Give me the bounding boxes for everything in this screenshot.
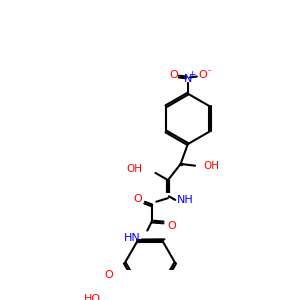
Text: +: + [189,70,196,79]
Text: O: O [167,221,176,231]
Text: N: N [184,74,192,84]
Text: -: - [208,66,211,75]
Text: HO: HO [84,294,101,300]
Text: O: O [169,70,178,80]
Text: O: O [104,270,113,280]
Text: OH: OH [203,161,219,171]
Text: NH: NH [177,195,194,205]
Text: O: O [133,194,142,204]
Text: HN: HN [124,233,141,243]
Text: O: O [199,70,208,80]
Text: OH: OH [127,164,143,174]
